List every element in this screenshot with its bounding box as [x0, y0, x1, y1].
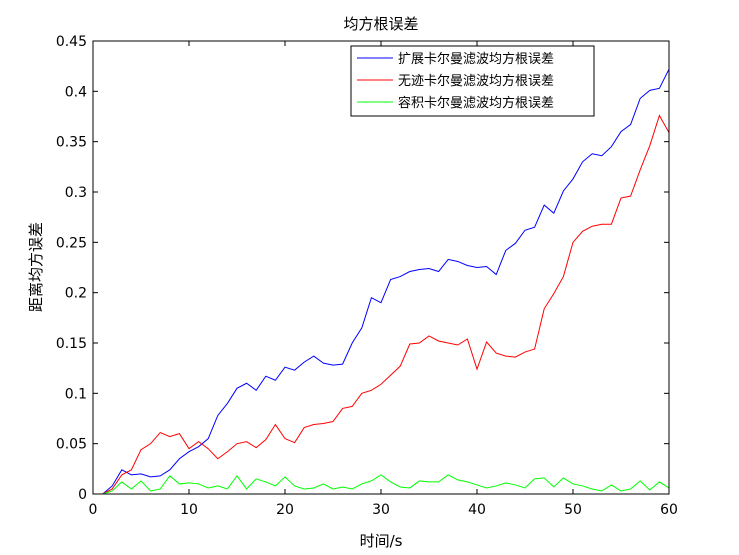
series-line-3: [102, 474, 670, 495]
chart-title: 均方根误差: [343, 15, 418, 33]
x-axis-label: 时间/s: [360, 532, 403, 550]
legend-label-1: 扩展卡尔曼滤波均方根误差: [398, 51, 554, 67]
series-layer: [102, 68, 670, 495]
x-tick-label: 60: [660, 502, 678, 518]
legend-label-3: 容积卡尔曼滤波均方根误差: [398, 95, 554, 111]
y-tick-label: 0.35: [56, 135, 87, 151]
x-ticks: 0 10 20 30 40 50 60: [89, 41, 678, 518]
x-tick-label: 10: [180, 502, 198, 518]
y-tick-label: 0.25: [56, 235, 87, 251]
y-tick-label: 0.3: [65, 185, 87, 201]
y-tick-label: 0.2: [65, 286, 87, 302]
y-tick-label: 0.1: [65, 386, 87, 402]
x-tick-label: 0: [89, 502, 98, 518]
y-tick-label: 0.4: [65, 84, 87, 100]
y-tick-label: 0.05: [56, 437, 87, 453]
y-ticks: 0 0.05 0.1 0.15 0.2 0.25 0.3 0.35 0.4 0.45: [56, 34, 669, 503]
y-tick-label: 0: [78, 487, 87, 503]
series-line-2: [102, 114, 670, 495]
y-axis-label: 距离均方误差: [27, 222, 45, 312]
x-tick-label: 30: [372, 502, 390, 518]
x-tick-label: 20: [276, 502, 294, 518]
x-tick-label: 40: [468, 502, 486, 518]
series-line-1: [102, 68, 670, 495]
x-tick-label: 50: [564, 502, 582, 518]
legend-label-2: 无迹卡尔曼滤波均方根误差: [398, 73, 554, 89]
y-tick-label: 0.15: [56, 336, 87, 352]
y-tick-label: 0.45: [56, 34, 87, 50]
